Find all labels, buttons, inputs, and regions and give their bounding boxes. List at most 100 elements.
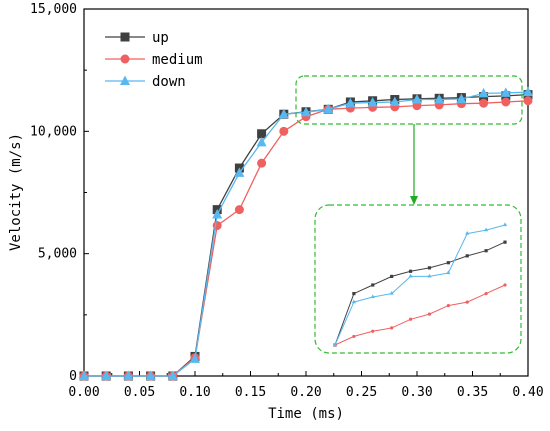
inset-point-medium (446, 303, 450, 308)
data-point-down (234, 167, 245, 177)
axes: 0.00 0.05 0.10 0.15 0.20 0.25 0.30 0.35 0.40 0 5,0… (30, 2, 544, 400)
inset-point-down (389, 290, 394, 295)
series-line-up (84, 93, 529, 377)
data-point-down (456, 93, 467, 104)
series-layer (79, 86, 533, 381)
data-point-down (278, 108, 289, 119)
inset-point-down (446, 270, 451, 275)
legend-item-up: up (105, 30, 169, 46)
legend-label-down: down (152, 74, 186, 90)
inset-point-up (503, 240, 507, 244)
data-point-down (167, 370, 178, 380)
legend-marker-up (120, 32, 130, 42)
inset-line-up (334, 241, 506, 346)
data-point-medium (234, 205, 244, 215)
y-axis-title: Velocity (m/s) (8, 133, 24, 251)
inset-point-down (427, 273, 432, 278)
inset-point-medium (352, 334, 356, 339)
legend-item-down: down (105, 74, 186, 90)
series-down (79, 86, 533, 380)
data-point-medium (523, 96, 533, 106)
inset-point-up (465, 254, 469, 258)
series-line-medium (84, 100, 529, 377)
inset-box (314, 204, 522, 354)
data-point-medium (212, 221, 222, 231)
inset-point-down (465, 230, 470, 235)
inset-point-medium (465, 300, 469, 304)
data-point-down (523, 86, 533, 97)
data-point-medium (479, 98, 489, 108)
zoom-highlight-box (295, 75, 523, 125)
legend-label-medium: medium (152, 52, 203, 68)
inset-point-up (371, 283, 375, 287)
y-tick-label: 0 (69, 369, 77, 384)
inset-point-up (484, 249, 488, 253)
inset-point-medium (484, 291, 488, 296)
data-point-down (323, 103, 334, 114)
data-point-down (256, 136, 267, 147)
zoom-arrow-head (410, 196, 418, 205)
data-point-down (145, 370, 156, 380)
plot-frame (83, 8, 529, 377)
inset-point-medium (371, 329, 375, 333)
inset-point-medium (408, 317, 413, 321)
inset-point-medium (503, 283, 507, 287)
x-tick-label: 0.35 (457, 385, 488, 400)
y-tick-label: 15,000 (30, 2, 77, 17)
x-tick-label: 0.40 (512, 385, 543, 400)
y-tick-label: 5,000 (38, 247, 77, 262)
data-point-down (123, 370, 134, 380)
legend-marker-medium (120, 54, 130, 64)
data-point-down (345, 97, 356, 108)
inset-line-medium (334, 284, 506, 346)
data-point-down (212, 209, 223, 219)
inset-series-down (332, 222, 508, 347)
inset-series-medium (333, 283, 507, 347)
series-up (79, 90, 533, 381)
x-tick-label: 0.10 (179, 385, 210, 400)
data-point-down (500, 87, 511, 97)
inset-point-down (351, 299, 356, 304)
inset-point-up (427, 266, 432, 270)
legend: up medium down (105, 30, 203, 90)
data-point-medium (501, 97, 511, 107)
x-tick-label: 0.20 (290, 385, 321, 400)
data-point-down (301, 106, 311, 117)
x-tick-label: 0.25 (346, 385, 377, 400)
inset-point-down (502, 222, 508, 227)
data-point-down (190, 353, 200, 363)
inset-point-up (446, 261, 450, 265)
inset-point-down (332, 342, 338, 347)
data-point-up (257, 129, 267, 139)
inset-point-down (484, 227, 489, 232)
data-point-medium (279, 126, 289, 136)
inset-point-medium (390, 326, 394, 330)
x-axis-title: Time (ms) (268, 406, 344, 422)
inset-point-up (352, 291, 356, 296)
x-tick-label: 0.15 (235, 385, 266, 400)
data-point-medium (257, 158, 267, 168)
inset-point-down (370, 294, 375, 299)
x-tick-label: 0.30 (401, 385, 432, 400)
inset-point-up (408, 269, 413, 273)
legend-label-up: up (152, 30, 169, 46)
inset-layer (332, 222, 508, 347)
data-point-down (101, 370, 112, 380)
y-tick-label: 10,000 (30, 124, 77, 139)
data-point-down (367, 96, 378, 107)
data-point-down (434, 94, 445, 104)
data-point-down (412, 94, 422, 104)
inset-line-down (334, 224, 506, 346)
data-point-down (79, 370, 89, 380)
inset-point-up (390, 274, 394, 279)
inset-point-medium (427, 312, 432, 316)
series-line-down (84, 91, 529, 377)
inset-series-up (333, 240, 507, 347)
data-point-down (478, 87, 489, 98)
data-point-down (389, 96, 400, 106)
x-tick-label: 0.05 (124, 385, 155, 400)
legend-marker-down (120, 75, 130, 85)
inset-point-down (408, 273, 413, 278)
x-tick-label: 0.00 (68, 385, 99, 400)
